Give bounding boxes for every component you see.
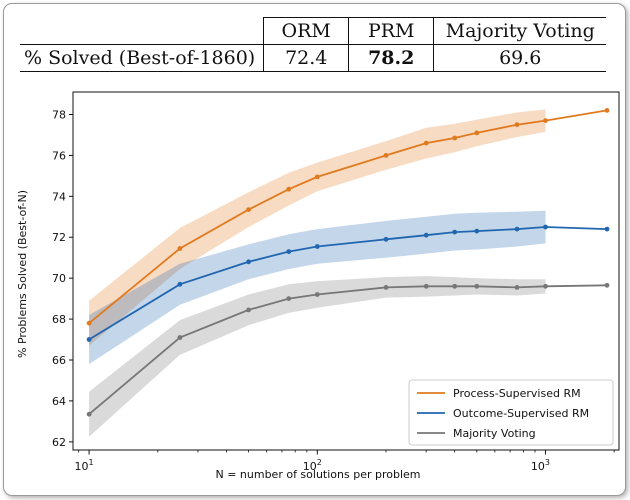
x-tick-label: 102 xyxy=(303,458,322,473)
series-1-point xyxy=(177,281,183,287)
table-header-orm: ORM xyxy=(263,17,349,45)
table-cell-orm: 72.4 xyxy=(263,44,349,72)
series-1-line xyxy=(88,226,608,341)
y-tick-label: 66 xyxy=(52,354,66,367)
y-tick-label: 72 xyxy=(52,231,66,244)
y-tick-label: 64 xyxy=(52,395,66,408)
series-1-point xyxy=(286,249,292,255)
legend-box xyxy=(408,379,614,446)
table-header-majority-voting: Majority Voting xyxy=(433,17,607,45)
series-2-point xyxy=(383,285,389,290)
series-2-point xyxy=(474,283,480,289)
results-table: ORM PRM Majority Voting % Solved (Best-o… xyxy=(20,17,607,72)
series-0-point xyxy=(474,130,480,136)
x-axis-label: N = number of solutions per problem xyxy=(215,468,420,481)
table-header-row: ORM PRM Majority Voting xyxy=(20,17,607,45)
best-of-n-line-chart: 62 64 66 68 70 72 74 76 78 101 102 103 N = number of… xyxy=(16,91,620,481)
legend-label: Process-Supervised RM xyxy=(453,387,581,400)
series-1-confidence-band xyxy=(89,210,546,365)
legend-label: Outcome-Supervised RM xyxy=(453,407,589,420)
y-tick-label: 62 xyxy=(52,436,66,449)
y-axis-label: % Problems Solved (Best-of-N) xyxy=(16,190,29,358)
series-0-point xyxy=(383,153,389,158)
series-1-point xyxy=(452,229,458,235)
series-2-confidence-band xyxy=(89,276,546,437)
table-cell-majority-voting: 69.6 xyxy=(433,44,607,72)
x-tick-label: 103 xyxy=(531,458,550,473)
table-row-label: % Solved (Best-of-1860) xyxy=(20,44,264,72)
series-2-point xyxy=(314,292,320,297)
series-0-point xyxy=(314,174,320,180)
x-tick-label: 101 xyxy=(75,458,94,473)
table-header-prm: PRM xyxy=(348,17,434,45)
series-2-point xyxy=(543,283,548,289)
series-1-point xyxy=(514,226,520,232)
y-tick-label: 76 xyxy=(52,149,66,162)
series-0-point xyxy=(543,118,548,123)
series-0-point xyxy=(177,246,183,251)
series-0-point xyxy=(452,135,458,141)
y-tick-label: 70 xyxy=(52,272,66,285)
series-0-point xyxy=(514,122,520,128)
series-2-point xyxy=(246,307,252,313)
series-2-line xyxy=(88,284,608,415)
series-0-point xyxy=(86,320,92,326)
series-2-point xyxy=(177,335,183,340)
table-row: % Solved (Best-of-1860) 72.4 78.2 69.6 xyxy=(20,44,607,72)
series-1-point xyxy=(383,236,389,242)
table-corner-cell xyxy=(20,18,264,45)
series-0-point xyxy=(604,108,610,113)
y-tick-label: 68 xyxy=(52,313,66,326)
series-1-point xyxy=(604,226,610,232)
series-1-point xyxy=(86,337,92,342)
series-2-point xyxy=(604,282,610,288)
table-cell-prm: 78.2 xyxy=(348,44,434,72)
legend-label: Majority Voting xyxy=(453,427,536,440)
series-1-point xyxy=(314,244,320,249)
series-0-point xyxy=(423,140,429,146)
y-tick-label: 74 xyxy=(52,190,66,203)
series-0-confidence-band xyxy=(89,109,546,346)
plot-frame xyxy=(72,91,620,451)
series-0-line xyxy=(88,109,608,324)
series-1-point xyxy=(543,224,548,230)
series-1-point xyxy=(474,228,480,234)
series-1-point xyxy=(246,259,252,265)
series-2-point xyxy=(86,411,92,417)
series-0-point xyxy=(286,186,292,192)
series-0-point xyxy=(246,207,252,212)
series-2-point xyxy=(514,285,520,290)
series-2-point xyxy=(423,283,429,289)
series-1-point xyxy=(423,232,429,238)
figure-frame: ORM PRM Majority Voting % Solved (Best-o… xyxy=(3,3,626,496)
series-2-point xyxy=(452,283,458,289)
series-2-point xyxy=(286,296,292,301)
y-tick-label: 78 xyxy=(52,109,66,122)
